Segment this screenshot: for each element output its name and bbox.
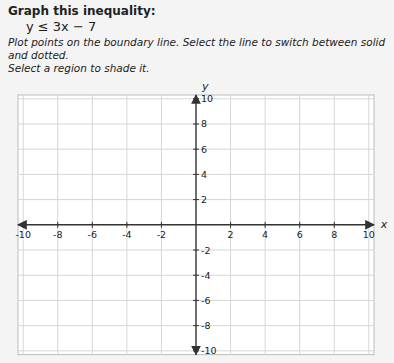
x-tick-label: -8 bbox=[53, 229, 62, 240]
y-tick bbox=[193, 300, 199, 301]
grid-line-y bbox=[18, 199, 374, 200]
grid-line-y bbox=[18, 174, 374, 175]
x-tick bbox=[230, 222, 231, 228]
y-tick-label: 6 bbox=[201, 144, 207, 155]
y-tick-label: 2 bbox=[201, 194, 207, 205]
x-tick-label: 10 bbox=[363, 229, 375, 240]
chart: -10 -8 -6 -4 -2 2 4 6 8 10 -10 -8 -6 -4 -2 2 4 6 8 10 x y bbox=[0, 77, 394, 363]
y-tick-label: -6 bbox=[201, 295, 210, 306]
x-tick bbox=[161, 222, 162, 228]
subtitle: y ≤ 3x − 7 bbox=[8, 19, 386, 34]
x-tick-label: 8 bbox=[331, 229, 337, 240]
grid-line-y bbox=[18, 275, 374, 276]
x-tick-label: -4 bbox=[122, 229, 131, 240]
x-tick bbox=[23, 222, 24, 228]
y-tick-label: -8 bbox=[201, 321, 210, 332]
grid-line-y bbox=[18, 351, 374, 352]
y-tick-label: -2 bbox=[201, 245, 210, 256]
y-tick-label: 10 bbox=[201, 94, 213, 105]
grid-line-y bbox=[18, 250, 374, 251]
x-tick bbox=[334, 222, 335, 228]
x-axis-label: x bbox=[380, 219, 388, 232]
x-tick bbox=[126, 222, 127, 228]
grid-line-y bbox=[18, 300, 374, 301]
y-tick bbox=[193, 250, 199, 251]
y-tick bbox=[193, 351, 199, 352]
x-tick-label: 2 bbox=[228, 229, 234, 240]
y-tick bbox=[193, 124, 199, 125]
y-tick bbox=[193, 199, 199, 200]
grid-line-x bbox=[265, 95, 266, 355]
y-tick bbox=[193, 174, 199, 175]
y-tick bbox=[193, 149, 199, 150]
grid-line-x bbox=[161, 95, 162, 355]
grid-line-x bbox=[368, 95, 369, 355]
grid-line-x bbox=[126, 95, 127, 355]
x-tick-label: -10 bbox=[15, 229, 31, 240]
ticks: -10 -8 -6 -4 -2 2 4 6 8 10 -10 -8 -6 -4 -2 2 4 6 8 10 bbox=[15, 94, 374, 357]
grid-line-y bbox=[18, 99, 374, 100]
grid-line-x bbox=[92, 95, 93, 355]
y-tick bbox=[193, 326, 199, 327]
y-tick bbox=[193, 99, 199, 100]
y-tick-label: -4 bbox=[201, 270, 210, 281]
y-axis-label: y bbox=[201, 80, 209, 93]
title: Graph this inequality: bbox=[8, 4, 386, 18]
y-tick-label: -10 bbox=[201, 346, 217, 357]
x-tick bbox=[299, 222, 300, 228]
grid-line-x bbox=[230, 95, 231, 355]
grid-line-x bbox=[299, 95, 300, 355]
header: Graph this inequality:y ≤ 3x − 7 Plot poi… bbox=[0, 0, 394, 77]
x-tick bbox=[265, 222, 266, 228]
plot-frame bbox=[18, 95, 374, 355]
x-tick bbox=[57, 222, 58, 228]
grid-line-y bbox=[18, 124, 374, 125]
y-tick bbox=[193, 275, 199, 276]
grid-line-x bbox=[334, 95, 335, 355]
grid-line-x bbox=[57, 95, 58, 355]
y-axis bbox=[195, 95, 196, 355]
x-tick-label: 4 bbox=[262, 229, 268, 240]
instruction: Select a region to shade it. bbox=[8, 62, 386, 75]
y-tick-label: 4 bbox=[201, 169, 207, 180]
x-tick bbox=[368, 222, 369, 228]
grid-line-y bbox=[18, 326, 374, 327]
x-tick bbox=[92, 222, 93, 228]
y-tick-label: 8 bbox=[201, 119, 207, 130]
instruction: Plot points on the boundary line. Select… bbox=[8, 36, 386, 62]
grid-line-x bbox=[23, 95, 24, 355]
x-tick-label: 6 bbox=[297, 229, 303, 240]
grid bbox=[18, 95, 374, 355]
x-tick-label: -2 bbox=[157, 229, 166, 240]
plot-container: -10 -8 -6 -4 -2 2 4 6 8 10 -10 -8 -6 -4 -2 2 4 6 8 10 x y bbox=[0, 77, 394, 363]
x-tick-label: -6 bbox=[88, 229, 97, 240]
grid-line-y bbox=[18, 149, 374, 150]
page: Graph this inequality:y ≤ 3x − 7 Plot poi… bbox=[0, 0, 394, 363]
